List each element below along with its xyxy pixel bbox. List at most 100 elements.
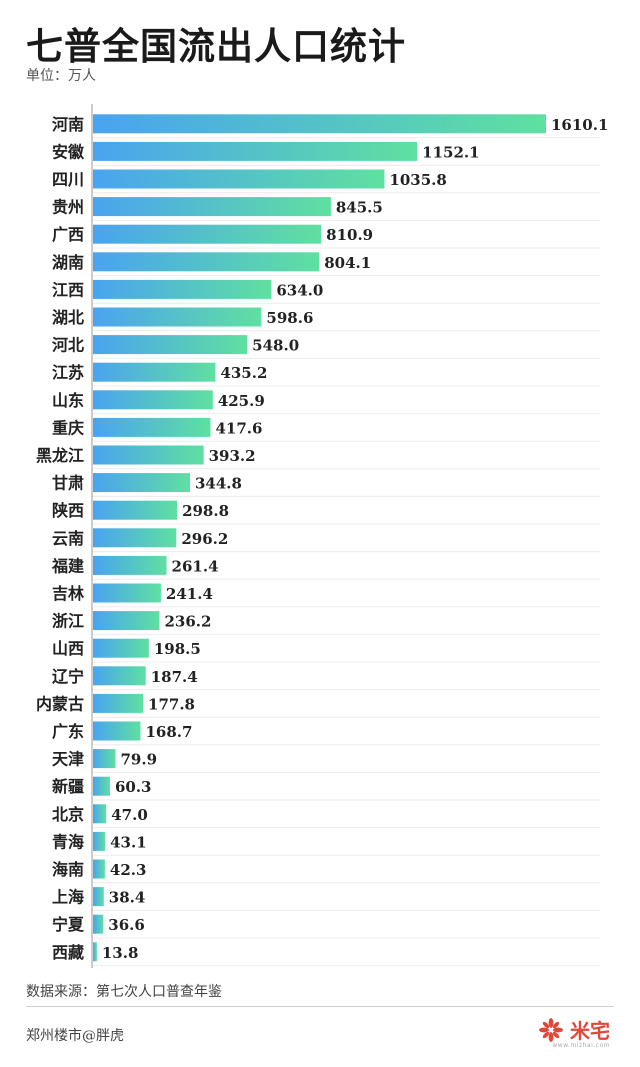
category-label: 西藏	[52, 943, 84, 962]
bar	[93, 279, 272, 299]
bar	[93, 169, 385, 189]
value-label: 1152.1	[422, 143, 479, 161]
value-label: 810.9	[326, 226, 373, 244]
bar	[93, 749, 116, 769]
bar	[93, 555, 167, 575]
value-label: 296.2	[181, 530, 228, 548]
bar	[93, 831, 106, 851]
bar-chart: 河南 1610.1 安徽 1152.1 四川 1035.8 贵州 845.5 广西 810.9 湖南…	[36, 104, 608, 968]
bar	[93, 335, 248, 355]
value-label: 393.2	[209, 447, 256, 465]
value-label: 177.8	[148, 695, 195, 713]
value-label: 241.4	[166, 585, 213, 603]
value-label: 47.0	[111, 806, 148, 824]
category-label: 福建	[51, 556, 84, 575]
value-label: 43.1	[110, 833, 147, 851]
brand-name: 米宅	[570, 1019, 610, 1043]
value-label: 298.8	[182, 502, 229, 520]
category-label: 重庆	[52, 418, 84, 437]
category-label: 河南	[52, 115, 84, 134]
category-label: 辽宁	[52, 667, 84, 686]
value-label: 38.4	[109, 889, 146, 907]
value-label: 344.8	[195, 475, 242, 493]
category-label: 河北	[52, 336, 84, 355]
category-label: 北京	[52, 805, 84, 824]
category-label: 江苏	[52, 363, 84, 382]
value-label: 804.1	[324, 254, 371, 272]
category-label: 新疆	[52, 777, 84, 796]
category-label: 广东	[52, 722, 84, 741]
category-label: 浙江	[52, 612, 84, 631]
value-label: 261.4	[172, 557, 219, 575]
category-label: 四川	[52, 170, 84, 189]
bar	[93, 776, 110, 796]
bar	[93, 611, 160, 631]
author-credit: 郑州楼市@胖虎	[26, 1028, 124, 1044]
bar	[93, 252, 320, 272]
bar	[93, 141, 418, 161]
value-label: 634.0	[276, 281, 323, 299]
value-label: 42.3	[110, 861, 147, 879]
brand-flower-icon	[539, 1017, 563, 1042]
category-label: 宁夏	[52, 915, 85, 934]
chart-title: 七普全国流出人口统计	[26, 24, 406, 68]
category-label: 青海	[52, 832, 84, 851]
bar	[93, 638, 149, 658]
category-label: 广西	[52, 225, 84, 244]
bar	[93, 804, 107, 824]
value-label: 548.0	[252, 337, 299, 355]
bar	[93, 859, 105, 879]
data-source: 数据来源：第七次人口普查年鉴	[26, 984, 222, 1000]
bar	[93, 362, 216, 382]
bar	[93, 445, 204, 465]
value-label: 1035.8	[389, 171, 446, 189]
category-label: 湖北	[52, 308, 84, 327]
value-label: 13.8	[102, 944, 139, 962]
bar	[93, 417, 211, 437]
value-label: 598.6	[266, 309, 313, 327]
value-label: 79.9	[120, 751, 157, 769]
category-label: 江西	[52, 280, 84, 299]
value-label: 845.5	[336, 199, 383, 217]
unit-label: 单位：万人	[26, 68, 96, 84]
value-label: 198.5	[154, 640, 201, 658]
category-label: 黑龙江	[36, 446, 84, 465]
category-label: 天津	[52, 750, 84, 769]
bar	[93, 197, 331, 217]
divider	[26, 1006, 614, 1007]
value-label: 60.3	[115, 778, 152, 796]
value-label: 417.6	[215, 419, 262, 437]
bar	[93, 887, 104, 907]
value-label: 425.9	[218, 392, 265, 410]
bar	[93, 307, 262, 327]
value-label: 435.2	[220, 364, 267, 382]
brand-logo: 米宅	[538, 1015, 610, 1044]
category-label: 山东	[52, 391, 84, 410]
category-label: 湖南	[52, 253, 84, 272]
brand-url: www.mizhai.com	[552, 1042, 610, 1049]
category-label: 上海	[52, 888, 84, 907]
bar	[93, 942, 97, 962]
bar	[93, 390, 213, 410]
bar	[93, 721, 141, 741]
value-label: 187.4	[151, 668, 198, 686]
category-label: 山西	[52, 639, 84, 658]
bar	[93, 583, 161, 603]
category-label: 内蒙古	[36, 694, 84, 713]
value-label: 236.2	[164, 613, 211, 631]
bar	[93, 914, 104, 934]
bar	[93, 500, 178, 520]
category-label: 甘肃	[52, 474, 84, 493]
category-label: 海南	[52, 860, 84, 879]
bar	[93, 693, 144, 713]
bar	[93, 528, 177, 548]
value-label: 168.7	[145, 723, 192, 741]
bar	[93, 224, 322, 244]
category-label: 贵州	[52, 198, 84, 217]
category-label: 吉林	[52, 584, 84, 603]
value-label: 1610.1	[551, 116, 608, 134]
category-label: 云南	[52, 529, 84, 548]
bar	[93, 114, 546, 134]
bar	[93, 473, 191, 493]
category-label: 安徽	[52, 142, 85, 161]
